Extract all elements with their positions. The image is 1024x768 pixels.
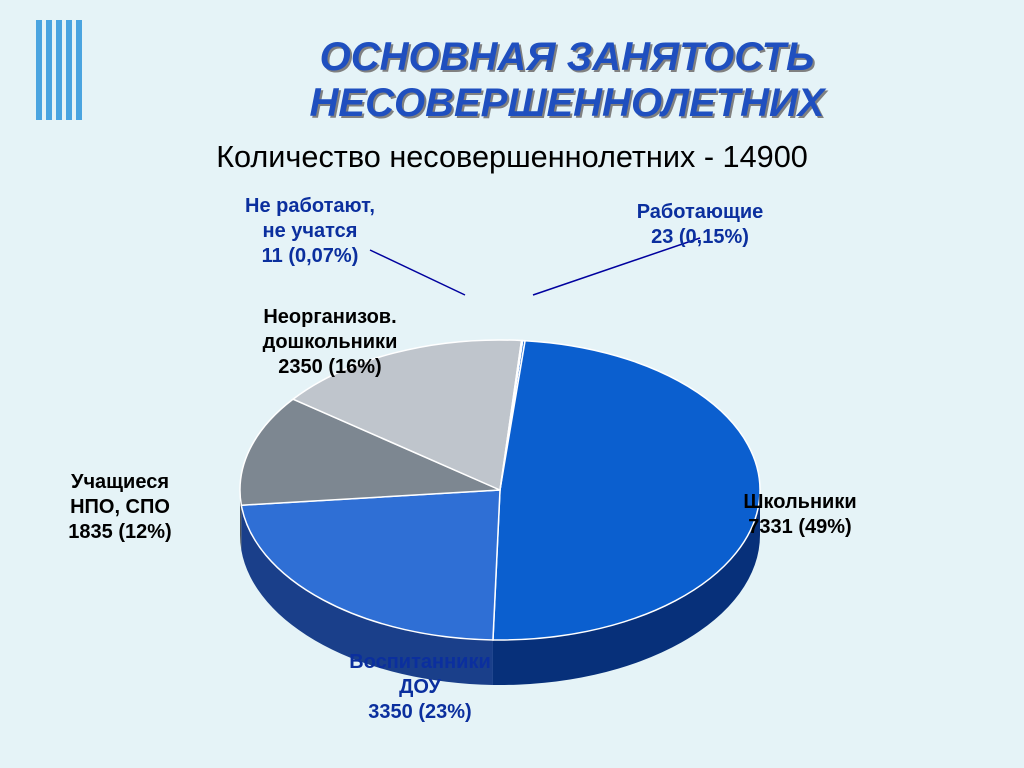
label-idle: Не работают, не учатся 11 (0,07%) <box>245 194 375 269</box>
decorative-bars <box>36 20 82 120</box>
label-dou: Воспитанники ДОУ 3350 (23%) <box>349 650 491 725</box>
label-npo: Учащиеся НПО, СПО 1835 (12%) <box>68 470 171 545</box>
label-preschool: Неорганизов. дошкольники 2350 (16%) <box>263 305 398 380</box>
label-working: Работающие 23 (0,15%) <box>637 200 764 250</box>
leader-idle <box>370 250 465 295</box>
title-line-2: НЕСОВЕРШЕННОЛЕТНИХ <box>150 80 984 126</box>
label-school: Школьники 7331 (49%) <box>743 490 856 540</box>
title-line-1: ОСНОВНАЯ ЗАНЯТОСТЬ <box>150 34 984 80</box>
page-title: ОСНОВНАЯ ЗАНЯТОСТЬ НЕСОВЕРШЕННОЛЕТНИХ <box>150 34 984 126</box>
subtitle: Количество несовершеннолетних - 14900 <box>0 140 1024 175</box>
pie-slice-dou <box>241 490 500 640</box>
pie-chart: Работающие 23 (0,15%) Школьники 7331 (49%… <box>0 190 1024 750</box>
